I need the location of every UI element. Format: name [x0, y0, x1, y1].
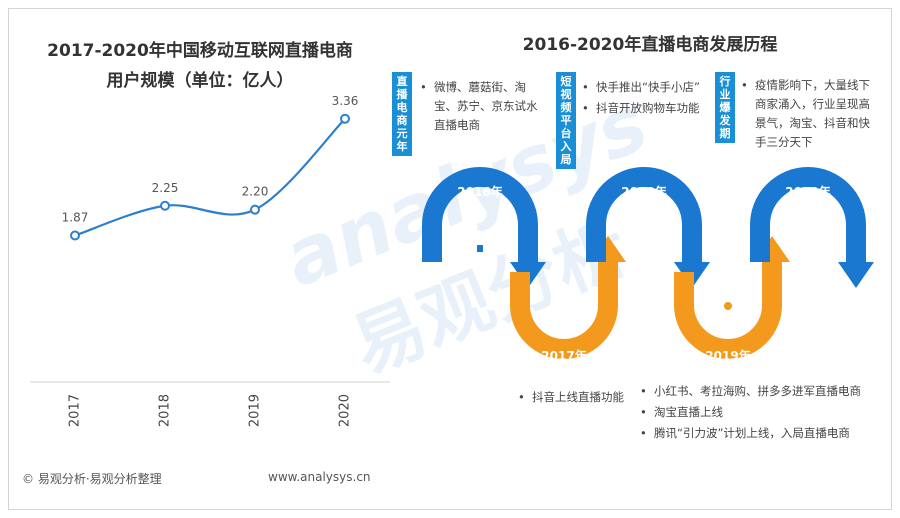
arch-2020: [750, 167, 866, 262]
data-point-2019: [250, 204, 260, 215]
data-point-2020: [340, 113, 350, 124]
note-2016-1: 微博、蘑菇街、淘宝、苏宁、京东试水直播电商: [420, 78, 538, 135]
data-point-2017: [70, 230, 80, 241]
x-tick-2018: 2018: [158, 394, 173, 427]
x-tick-2019: 2019: [248, 394, 263, 427]
note-2018-1: 快手推出“快手小店”: [582, 78, 700, 97]
note-2019-3: 腾讯“引力波”计划上线，入局直播电商: [640, 424, 874, 443]
year-label-2018: 2018年: [621, 184, 666, 199]
tag-2016: 直播电商元年: [392, 72, 412, 156]
notes-2018: 快手推出“快手小店” 抖音开放购物车功能: [582, 78, 700, 120]
arch-2018: [586, 167, 702, 262]
home-icon: [467, 230, 493, 252]
year-label-2019: 2019年: [705, 348, 750, 363]
series-line: [74, 118, 346, 237]
line-chart-title: 2017-2020年中国移动互联网直播电商 用户规模（单位：亿人）: [20, 36, 380, 96]
bar-chart-icon: [630, 232, 652, 252]
tag-2018: 短视频平台入局: [556, 72, 576, 169]
note-2019-2: 淘宝直播上线: [640, 403, 874, 422]
data-label-2019: 2.20: [242, 185, 269, 199]
search-icon: [550, 291, 577, 318]
notes-2017: 抖音上线直播功能: [518, 388, 626, 409]
note-2019-1: 小红书、考拉海购、拼多多进军直播电商: [640, 382, 874, 401]
source-url: www.analysys.cn: [268, 470, 371, 484]
arrow-down-2020: [838, 262, 874, 288]
data-label-2017: 1.87: [62, 211, 89, 225]
data-label-2020: 3.36: [332, 94, 359, 108]
x-tick-2020: 2020: [338, 394, 353, 427]
arch-2016: [422, 167, 538, 262]
notes-2016: 微博、蘑菇街、淘宝、苏宁、京东试水直播电商: [420, 78, 538, 137]
note-2018-2: 抖音开放购物车功能: [582, 99, 700, 118]
note-2017-1: 抖音上线直播功能: [518, 388, 626, 407]
year-label-2016: 2016年: [457, 184, 502, 199]
check-icon: [795, 227, 821, 253]
tag-2020: 行业爆发期: [715, 72, 735, 143]
line-chart: 1.87 2017 2.25 2018 2.20 2019 3.36 2020: [30, 94, 390, 427]
source-note: © 易观分析·易观分析整理: [22, 472, 162, 486]
figure-frame: [8, 8, 892, 510]
timeline-title: 2016-2020年直播电商发展历程: [522, 35, 778, 55]
year-label-2020: 2020年: [785, 184, 830, 199]
notes-2020: 疫情影响下，大量线下商家涌入，行业呈现高景气，淘宝、抖音和快手三分天下: [741, 76, 879, 154]
data-label-2018: 2.25: [152, 181, 179, 195]
data-point-2018: [160, 200, 170, 211]
line-chart-title-line-1: 2017-2020年中国移动互联网直播电商: [47, 41, 353, 61]
year-label-2017: 2017年: [541, 348, 586, 363]
notes-2019: 小红书、考拉海购、拼多多进军直播电商 淘宝直播上线 腾讯“引力波”计划上线，入局…: [640, 382, 874, 445]
note-2020-1: 疫情影响下，大量线下商家涌入，行业呈现高景气，淘宝、抖音和快手三分天下: [741, 76, 879, 152]
trough-2019: [674, 262, 782, 359]
trough-2017: [510, 262, 618, 359]
line-chart-title-line-2: 用户规模（单位：亿人）: [106, 71, 294, 91]
gear-icon: [714, 292, 742, 320]
x-tick-2017: 2017: [68, 394, 83, 427]
